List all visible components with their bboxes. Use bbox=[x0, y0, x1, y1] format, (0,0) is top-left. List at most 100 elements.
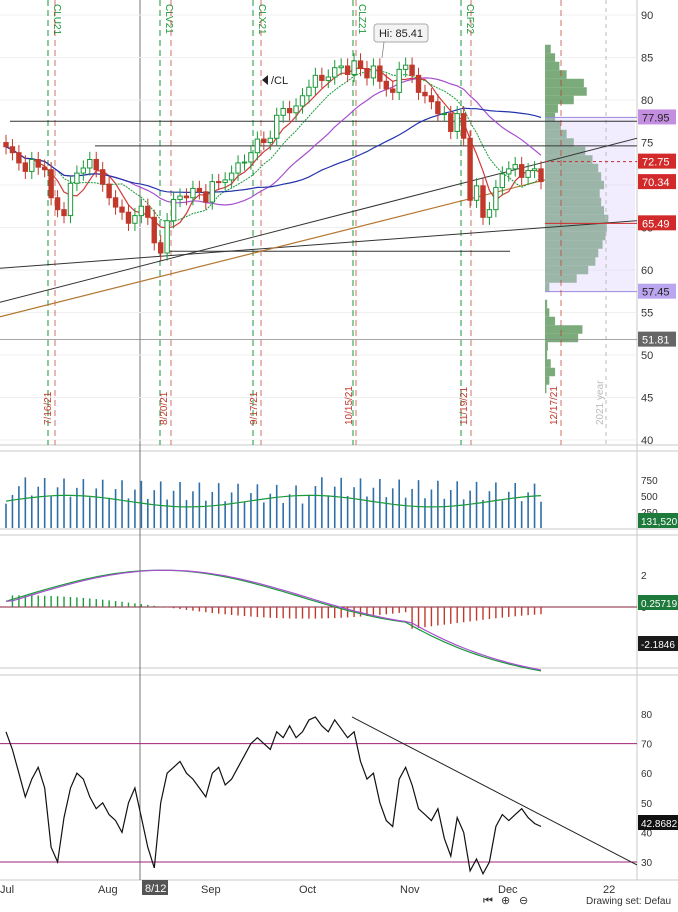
trendline bbox=[0, 137, 638, 303]
candle-body bbox=[473, 185, 480, 201]
profile-bar bbox=[545, 359, 551, 368]
bottom-toolbar: ⏮ ⊕ ⊖ Drawing set: Defau bbox=[483, 895, 671, 907]
candle-body bbox=[106, 183, 112, 199]
candle-body bbox=[138, 205, 145, 217]
candle-body bbox=[506, 168, 512, 175]
macd-layer bbox=[0, 569, 637, 672]
profile-bar bbox=[545, 299, 548, 309]
price-tick-label: 75 bbox=[641, 138, 653, 150]
axis-labels-layer: 4045505560657075808590750500250208070605… bbox=[0, 10, 658, 896]
profile-bar bbox=[545, 138, 574, 147]
price-badge-bg bbox=[638, 153, 676, 169]
candle-body bbox=[486, 209, 493, 218]
profile-bar bbox=[545, 44, 551, 54]
candle-body bbox=[203, 191, 209, 203]
date-marker-label: 12/17/21 bbox=[549, 386, 560, 425]
candle-body bbox=[364, 68, 370, 79]
profile-bar bbox=[545, 367, 556, 377]
candle-body bbox=[254, 138, 261, 154]
trendline bbox=[0, 220, 638, 269]
x-axis-label: Aug bbox=[98, 884, 118, 896]
candles-layer bbox=[3, 53, 544, 261]
candle-body bbox=[235, 162, 241, 174]
candle-body bbox=[3, 142, 9, 148]
rsi-tick-label: 40 bbox=[641, 828, 653, 839]
profile-bar bbox=[545, 308, 550, 317]
rsi-badge-bg bbox=[638, 815, 678, 830]
candle-body bbox=[293, 105, 299, 114]
profile-bar bbox=[545, 248, 599, 258]
candle-body bbox=[248, 152, 254, 163]
profile-bar bbox=[545, 53, 556, 62]
candle-body bbox=[216, 181, 222, 184]
rsi-tick-label: 30 bbox=[641, 858, 653, 869]
volume-tick-label: 750 bbox=[641, 476, 658, 487]
price-badge-bg bbox=[638, 174, 676, 190]
profile-bar bbox=[545, 240, 603, 249]
date-marker-label: 8/20/21 bbox=[159, 391, 170, 425]
profile-bar bbox=[545, 155, 593, 164]
macd-signal-line bbox=[5, 569, 542, 671]
price-badge-bg bbox=[638, 283, 676, 299]
candle-body bbox=[377, 65, 383, 82]
candle-body bbox=[531, 168, 538, 172]
zoom-out-icon[interactable]: ⊖ bbox=[519, 895, 528, 907]
candle-body bbox=[99, 169, 106, 185]
x-axis-label: Sep bbox=[201, 884, 221, 896]
expiration-marker-label: CLV21 bbox=[163, 4, 174, 34]
date-marker-label: 10/15/21 bbox=[344, 386, 355, 425]
symbol-label-text: /CL bbox=[271, 75, 288, 87]
candle-body bbox=[338, 65, 344, 69]
year-marker-label: 2021 year bbox=[595, 380, 606, 425]
expiration-marker-label: CLX21 bbox=[256, 4, 267, 35]
profile-bar bbox=[545, 350, 548, 360]
volume-tick-label: 500 bbox=[641, 492, 658, 503]
profile-bar bbox=[545, 206, 605, 215]
macd-badge-bg bbox=[638, 636, 678, 651]
zoom-in-icon[interactable]: ⊕ bbox=[501, 895, 510, 907]
candle-body bbox=[435, 101, 441, 115]
macd-line bbox=[5, 569, 542, 672]
profile-bar bbox=[545, 274, 577, 283]
candle-body bbox=[112, 197, 119, 208]
candle-body bbox=[132, 215, 138, 224]
candle-body bbox=[312, 74, 319, 88]
candle-body bbox=[460, 113, 467, 139]
reset-icon[interactable]: ⏮ bbox=[483, 895, 493, 907]
profile-bar bbox=[545, 95, 574, 105]
macd-badge-text: -2.1846 bbox=[641, 640, 675, 651]
candle-body bbox=[306, 86, 312, 97]
candle-body bbox=[370, 65, 377, 79]
price-tick-label: 80 bbox=[641, 95, 653, 107]
candle-body bbox=[67, 182, 74, 217]
profile-bar bbox=[545, 257, 596, 266]
candle-body bbox=[170, 198, 177, 222]
moving-average-200 bbox=[0, 179, 546, 318]
price-badges-layer: 131,520 0.25719 -2.1846 42.8682 77.95 72.75 70… bbox=[638, 109, 678, 830]
symbol-label: /CL bbox=[262, 75, 288, 87]
price-tick-label: 50 bbox=[641, 350, 653, 362]
candle-body bbox=[145, 205, 151, 218]
expiration-marker-label: CLU21 bbox=[51, 4, 62, 36]
price-tick-label: 60 bbox=[641, 265, 653, 277]
rsi-trendline bbox=[351, 716, 638, 866]
date-marker-label: 11/19/21 bbox=[459, 386, 470, 425]
candle-body bbox=[383, 80, 390, 90]
hi-annotation: Hi: 85.41 bbox=[373, 23, 429, 59]
x-axis-label: 22 bbox=[603, 884, 615, 896]
candle-body bbox=[183, 195, 190, 199]
candle-body bbox=[448, 113, 454, 132]
profile-bar bbox=[545, 316, 556, 326]
profile-bar bbox=[545, 163, 599, 173]
rsi-layer bbox=[0, 716, 638, 876]
candle-body bbox=[190, 187, 196, 199]
candle-body bbox=[344, 65, 351, 75]
candle-body bbox=[48, 169, 54, 199]
profile-bar bbox=[545, 231, 606, 241]
drawing-set-label[interactable]: Drawing set: Defau bbox=[586, 896, 671, 907]
candle-body bbox=[9, 146, 16, 154]
candle-body bbox=[325, 76, 331, 81]
price-badge-text: 65.49 bbox=[642, 218, 670, 230]
candle-body bbox=[299, 95, 306, 107]
